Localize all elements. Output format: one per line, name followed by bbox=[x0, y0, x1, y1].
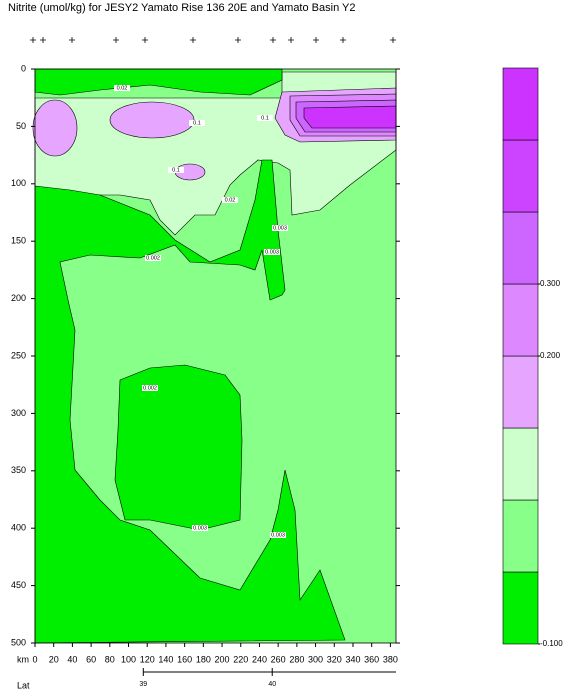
x-tick-label: 180 bbox=[196, 654, 211, 664]
contour-label: 0.003 bbox=[193, 525, 207, 531]
y-tick-label: 450 bbox=[11, 580, 26, 590]
annotation-bg bbox=[142, 385, 158, 391]
y-tick-label: 100 bbox=[11, 178, 26, 188]
annotation-bg bbox=[272, 225, 288, 231]
plot-area bbox=[30, 37, 397, 644]
x-tick-label: 300 bbox=[308, 654, 323, 664]
x-tick-label: 200 bbox=[215, 654, 230, 664]
x-tick-label: 0 bbox=[32, 654, 37, 664]
annotation-bg bbox=[168, 167, 184, 173]
x-tick-label: 320 bbox=[327, 654, 342, 664]
chart-title: Nitrite (umol/kg) for JESY2 Yamato Rise … bbox=[8, 2, 356, 14]
annotation-bg bbox=[114, 85, 130, 91]
contour-label: 0.002 bbox=[143, 385, 157, 391]
contour-label: 0.002 bbox=[146, 255, 160, 261]
colorbar-tick-label: 0.200 bbox=[540, 351, 561, 360]
x-tick-label: 20 bbox=[49, 654, 59, 664]
contour-label: 0.1 bbox=[193, 120, 201, 126]
contour-label: 0.003 bbox=[265, 249, 279, 255]
station-plus bbox=[30, 37, 396, 43]
contour-region bbox=[34, 159, 346, 644]
colorbar-band bbox=[502, 427, 539, 501]
contour-region bbox=[34, 68, 283, 96]
x2-tick-label: 40 bbox=[268, 681, 276, 688]
contour-label: 0.1 bbox=[172, 167, 180, 173]
annotation-bg bbox=[264, 249, 280, 255]
x-tick-label: 340 bbox=[345, 654, 360, 664]
colorbar-band bbox=[502, 499, 539, 573]
annotation-bg bbox=[189, 120, 205, 126]
y-tick-label: 150 bbox=[11, 236, 26, 246]
y-tick-label: 500 bbox=[11, 637, 26, 647]
x-tick-label: 120 bbox=[140, 654, 155, 664]
x-tick-label: 360 bbox=[364, 654, 379, 664]
contour-label: 0.02 bbox=[225, 197, 236, 203]
colorbar-band bbox=[502, 211, 539, 285]
x-tick-label: 240 bbox=[252, 654, 267, 664]
y-tick-label: 0 bbox=[21, 63, 26, 73]
annotation-bg bbox=[222, 197, 238, 203]
x-tick-label: 160 bbox=[177, 654, 192, 664]
x-tick-label: 220 bbox=[233, 654, 248, 664]
x-tick-label: 280 bbox=[289, 654, 304, 664]
x-tick-label: 380 bbox=[383, 654, 398, 664]
contour-region bbox=[109, 101, 195, 139]
x-tick-label: 140 bbox=[158, 654, 173, 664]
colorbar-band bbox=[502, 283, 539, 357]
x2-tick-label: 39 bbox=[139, 681, 147, 688]
y-tick-label: 50 bbox=[16, 121, 26, 131]
x-tick-label: 40 bbox=[67, 654, 77, 664]
x-tick-label: 260 bbox=[271, 654, 286, 664]
station-markers bbox=[30, 37, 396, 43]
y-tick-label: 200 bbox=[11, 293, 26, 303]
contour-label: 0.02 bbox=[117, 85, 128, 91]
x2-axis-label: Lat bbox=[17, 680, 30, 690]
annotation-bg bbox=[270, 532, 286, 538]
contour-label: 0.003 bbox=[271, 532, 285, 538]
contour-region bbox=[32, 99, 78, 157]
contour-region bbox=[114, 364, 243, 531]
colorbar-band bbox=[502, 355, 539, 429]
colorbar-band bbox=[502, 139, 539, 213]
x-tick-label: 100 bbox=[121, 654, 136, 664]
annotation-bg bbox=[145, 255, 161, 261]
annotation-bg bbox=[192, 525, 208, 531]
y-tick-label: 250 bbox=[11, 350, 26, 360]
y-tick-label: 300 bbox=[11, 408, 26, 418]
annotation-bg bbox=[257, 115, 273, 121]
colorbar-tick-label: 0.300 bbox=[540, 279, 561, 288]
colorbar-band bbox=[502, 67, 539, 141]
contour-label: 0.003 bbox=[273, 225, 287, 231]
y-tick-label: 400 bbox=[11, 523, 26, 533]
contour-label: 0.1 bbox=[261, 115, 269, 121]
x-tick-label: 60 bbox=[86, 654, 96, 664]
colorbar-tick-label: -0.100 bbox=[540, 639, 563, 648]
contour-region bbox=[303, 105, 397, 129]
colorbar-band bbox=[502, 571, 539, 645]
x-tick-label: 80 bbox=[105, 654, 115, 664]
y-tick-label: 350 bbox=[11, 465, 26, 475]
x-axis-label: km bbox=[17, 654, 29, 664]
